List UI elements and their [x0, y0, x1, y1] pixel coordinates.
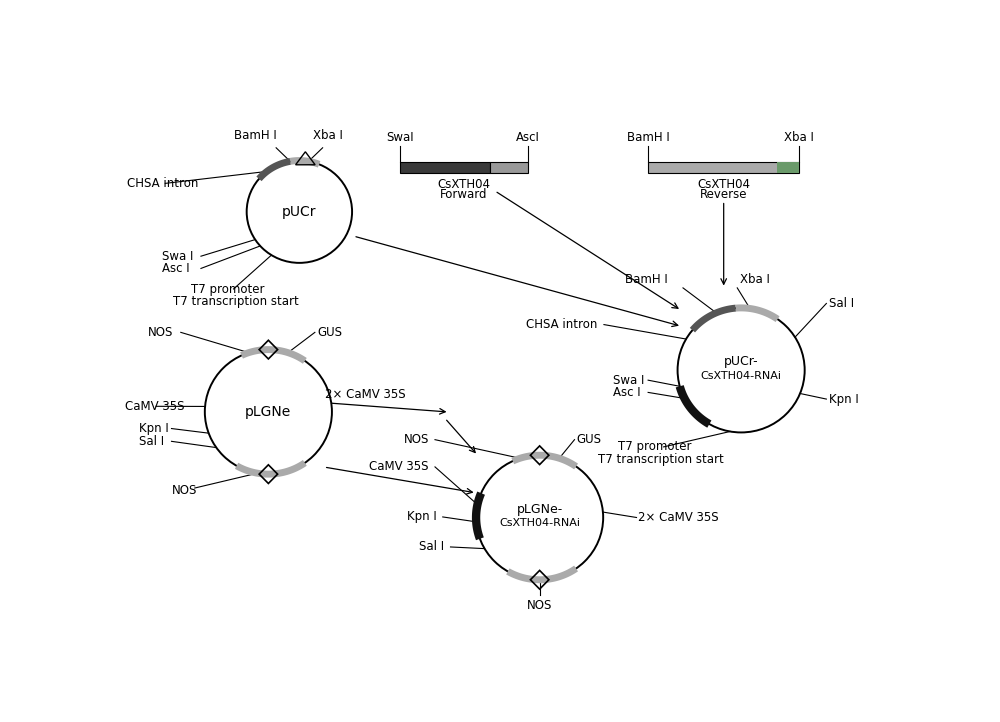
Text: Kpn I: Kpn I	[829, 393, 858, 406]
Bar	[400, 162, 490, 173]
Text: NOS: NOS	[403, 433, 429, 446]
Text: pUCr: pUCr	[282, 205, 317, 219]
Text: Asc I: Asc I	[613, 386, 641, 399]
Text: T7 promoter: T7 promoter	[191, 282, 264, 295]
Text: pLGNe-: pLGNe-	[516, 503, 563, 516]
Text: NOS: NOS	[148, 326, 173, 339]
Text: CaMV 35S: CaMV 35S	[125, 400, 184, 413]
Bar	[777, 162, 799, 173]
Text: Asc I: Asc I	[162, 262, 190, 275]
Text: GUS: GUS	[576, 433, 601, 446]
Bar	[490, 162, 528, 173]
Text: Swa I: Swa I	[613, 374, 645, 387]
Text: GUS: GUS	[317, 326, 342, 339]
Text: Sal I: Sal I	[139, 435, 164, 448]
Text: Sal I: Sal I	[419, 541, 444, 554]
Text: Kpn I: Kpn I	[139, 422, 169, 435]
Text: CsXTH04: CsXTH04	[438, 178, 491, 191]
Text: Xba I: Xba I	[313, 129, 343, 142]
Text: CsXTH04-RNAi: CsXTH04-RNAi	[499, 518, 580, 528]
Text: T7 transcription start: T7 transcription start	[173, 295, 299, 308]
Text: Swa I: Swa I	[162, 250, 194, 263]
Text: BamH I: BamH I	[625, 273, 668, 286]
Text: CsXTH04-RNAi: CsXTH04-RNAi	[701, 370, 782, 380]
Text: T7 transcription start: T7 transcription start	[598, 453, 724, 466]
Text: NOS: NOS	[527, 599, 552, 612]
Text: pUCr-: pUCr-	[724, 355, 758, 368]
Text: AscI: AscI	[516, 131, 540, 144]
Text: Reverse: Reverse	[700, 188, 747, 201]
Text: CsXTH04: CsXTH04	[697, 178, 750, 191]
Text: T7 promoter: T7 promoter	[618, 440, 691, 453]
Text: Xba I: Xba I	[740, 273, 769, 286]
Text: 2× CaMV 35S: 2× CaMV 35S	[325, 388, 406, 401]
Text: CaMV 35S: CaMV 35S	[369, 461, 429, 474]
Text: Kpn I: Kpn I	[407, 510, 437, 523]
Text: BamH I: BamH I	[234, 129, 277, 142]
Text: Sal I: Sal I	[829, 297, 854, 310]
Text: BamH I: BamH I	[627, 131, 670, 144]
Bar	[648, 162, 799, 173]
Text: NOS: NOS	[172, 484, 197, 497]
Text: CHSA intron: CHSA intron	[526, 318, 598, 331]
Text: pLGNe: pLGNe	[245, 405, 292, 419]
Text: Xba I: Xba I	[784, 131, 814, 144]
Text: 2× CaMV 35S: 2× CaMV 35S	[638, 511, 719, 524]
Text: SwaI: SwaI	[386, 131, 414, 144]
Text: CHSA intron: CHSA intron	[127, 177, 198, 190]
Text: Forward: Forward	[440, 188, 488, 201]
